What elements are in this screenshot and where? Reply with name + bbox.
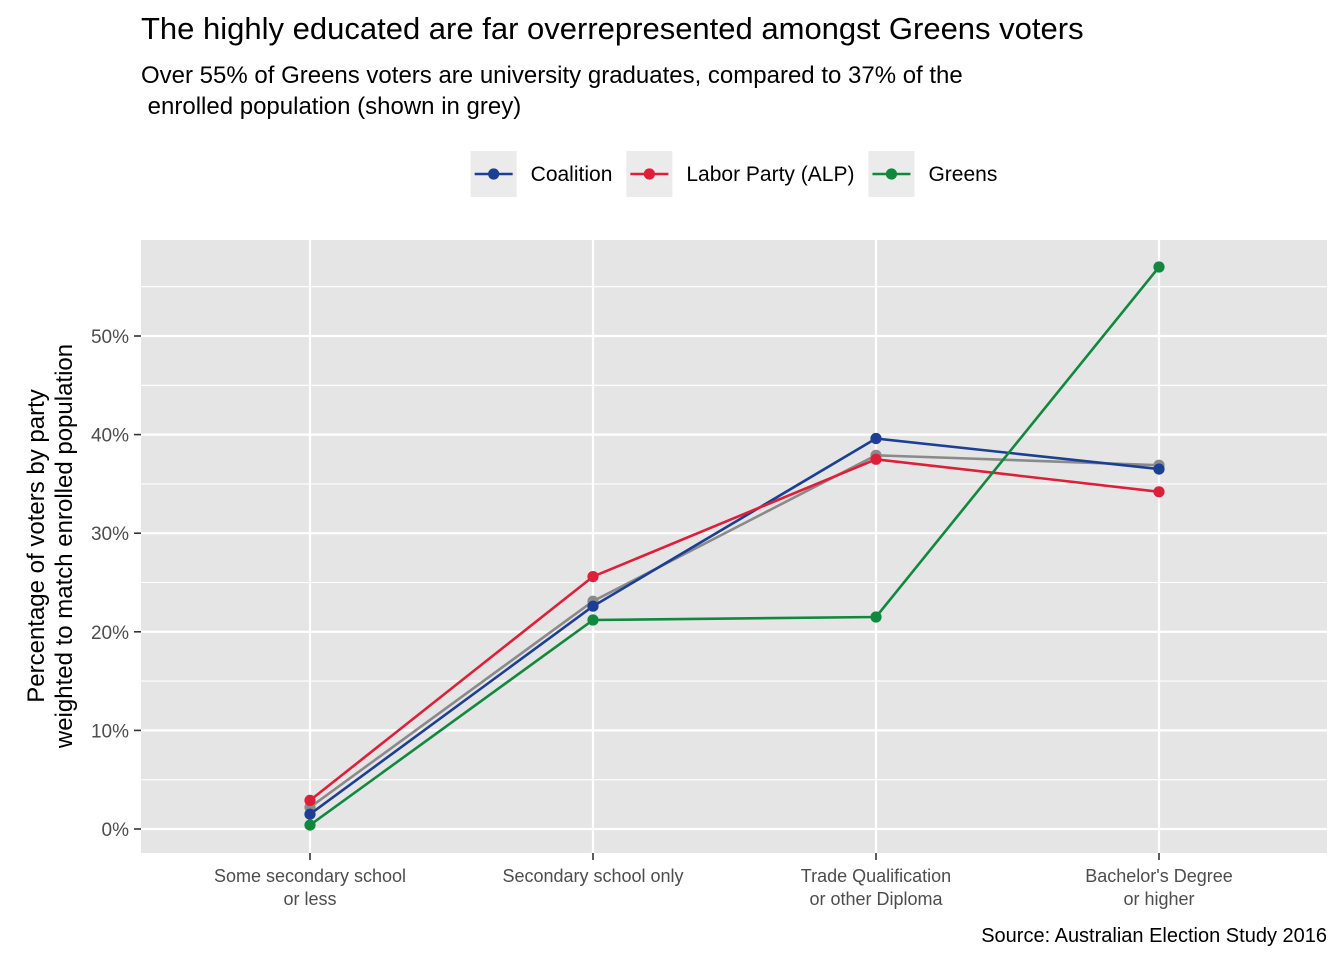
y-axis: 0% 10% 20% 30% 40% 50% [91,327,141,841]
legend-item-greens: Greens [868,151,997,197]
y-tick-label: 10% [91,721,129,742]
legend-key-point [488,168,500,180]
y-axis-title-line-2: weighted to match enrolled population [51,344,78,749]
plot-panel [141,240,1327,853]
x-axis: Some secondary school or less Secondary sc… [214,853,1233,909]
chart-subtitle-line-2: enrolled population (shown in grey) [141,93,521,120]
x-tick-label-line: Bachelor's Degree [1085,866,1233,886]
series-labor [304,453,1165,807]
chart-caption: Source: Australian Election Study 2016 [981,925,1327,947]
series-line-enrolled [309,453,1160,809]
chart-title: The highly educated are far overrepresen… [141,11,1084,46]
x-tick-label-line: or higher [1123,889,1194,909]
data-point-coalition [587,600,599,612]
data-point-coalition [304,808,316,820]
y-axis-title-line-1: Percentage of voters by party [23,389,50,703]
chart-subtitle-line-1: Over 55% of Greens voters are university… [141,62,963,89]
y-tick-label: 0% [102,820,130,841]
data-point-greens [870,611,882,623]
y-tick-label: 20% [91,623,129,644]
data-point-greens [304,819,316,831]
legend-key-point [643,168,655,180]
data-point-labor [304,794,316,807]
x-tick-label: Bachelor's Degree or higher [1085,866,1233,909]
data-point-labor [1153,486,1165,498]
series-line-labor [309,457,1160,802]
y-tick-label: 30% [91,524,129,545]
data-point-coalition [870,432,882,445]
data-point-greens [587,614,599,626]
legend-label-labor: Labor Party (ALP) [686,163,854,186]
legend-item-coalition: Coalition [470,151,613,197]
series-line-greens [309,266,1161,827]
x-tick-label-line: Some secondary school [214,866,406,886]
series-greens [304,261,1165,831]
series-coalition [304,432,1165,820]
legend-item-labor: Labor Party (ALP) [626,151,854,197]
x-tick-label: Trade Qualification or other Diploma [801,866,951,909]
x-tick-label: Secondary school only [502,866,683,886]
x-tick-label-line: Secondary school only [502,866,683,886]
x-tick-label-line: Trade Qualification [801,866,951,886]
grid-minor [141,286,1327,781]
data-point-labor [587,571,599,583]
series-line-coalition [309,437,1160,816]
data-point-labor [870,453,882,465]
y-tick-label: 50% [91,327,129,348]
legend-label-coalition: Coalition [531,163,613,186]
y-tick-label: 40% [91,426,129,447]
x-tick-label-line: or less [283,889,336,909]
x-tick-label: Some secondary school or less [214,866,406,909]
x-tick-label-line: or other Diploma [809,889,943,909]
data-point-greens [1153,261,1165,273]
legend-key-point [885,168,898,180]
grid-major [141,240,1327,853]
data-point-coalition [1153,463,1165,475]
y-axis-title: Percentage of voters by party weighted t… [23,344,78,749]
legend: Coalition Labor Party (ALP) Greens [470,151,997,197]
legend-label-greens: Greens [928,163,997,186]
series-layer [304,261,1165,831]
